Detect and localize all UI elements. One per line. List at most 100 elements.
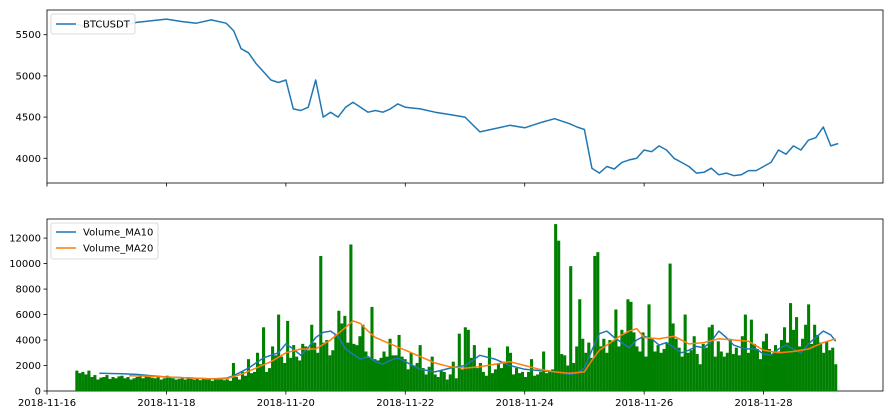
volume-bar bbox=[201, 378, 205, 391]
volume-bar bbox=[114, 378, 118, 391]
volume-x-axis: 2018-11-16 2018-11-18 2018-11-20 2018-11-22… bbox=[18, 391, 793, 409]
volume-bar bbox=[252, 371, 257, 391]
volume-bar bbox=[198, 380, 202, 391]
volume-bar bbox=[665, 342, 669, 391]
volume-bar bbox=[635, 346, 639, 391]
volume-bar bbox=[587, 342, 591, 391]
volume-bar bbox=[237, 379, 242, 391]
volume-bar bbox=[102, 376, 106, 391]
volume-bar bbox=[204, 379, 208, 391]
volume-bar bbox=[734, 347, 738, 391]
volume-bar bbox=[551, 369, 555, 391]
volume-bar bbox=[355, 345, 359, 391]
volume-bar bbox=[764, 333, 768, 391]
volume-bar bbox=[298, 360, 302, 391]
volume-y-tick-label: 4000 bbox=[16, 336, 41, 347]
volume-bar bbox=[75, 370, 79, 391]
volume-bar bbox=[795, 317, 799, 391]
volume-bar bbox=[572, 362, 576, 391]
volume-bar bbox=[514, 368, 519, 391]
volume-bar bbox=[144, 375, 148, 391]
volume-bar bbox=[569, 266, 573, 391]
volume-bar bbox=[496, 362, 500, 391]
volume-bar bbox=[773, 345, 778, 391]
volume-bar bbox=[644, 356, 648, 391]
volume-bar bbox=[722, 356, 726, 391]
volume-bar bbox=[804, 324, 808, 391]
volume-bar bbox=[271, 346, 275, 391]
volume-bar bbox=[668, 263, 672, 391]
volume-bar bbox=[243, 375, 248, 391]
volume-bar bbox=[240, 371, 245, 391]
volume-bar bbox=[728, 338, 732, 391]
volume-bar bbox=[755, 348, 759, 391]
volume-bar bbox=[692, 336, 696, 391]
volume-bar bbox=[189, 378, 193, 391]
volume-bar bbox=[554, 224, 558, 391]
volume-bar bbox=[430, 356, 434, 391]
volume-bar bbox=[177, 378, 181, 391]
volume-bar bbox=[159, 379, 163, 391]
volume-bar bbox=[436, 376, 440, 391]
volume-bar bbox=[686, 352, 690, 391]
volume-bar bbox=[707, 327, 711, 391]
volume-bar bbox=[677, 347, 681, 391]
volume-bar bbox=[117, 376, 121, 391]
volume-bar bbox=[792, 329, 796, 391]
volume-bar bbox=[129, 379, 133, 391]
volume-bar bbox=[156, 376, 160, 391]
volume-legend: Volume_MA10 Volume_MA20 bbox=[50, 222, 159, 260]
volume-bar bbox=[210, 380, 214, 391]
volume-bar bbox=[704, 347, 708, 391]
volume-bar bbox=[662, 348, 666, 391]
volume-bar bbox=[367, 357, 371, 391]
volume-bar bbox=[421, 368, 425, 391]
volume-bar bbox=[584, 352, 588, 391]
volume-bar bbox=[822, 352, 826, 391]
volume-bar bbox=[192, 379, 196, 391]
volume-bar bbox=[653, 351, 657, 391]
volume-bar bbox=[819, 342, 823, 391]
volume-bar bbox=[274, 355, 278, 391]
volume-bar bbox=[487, 347, 491, 391]
volume-bar bbox=[195, 378, 199, 391]
volume-bar bbox=[400, 356, 404, 391]
volume-bar bbox=[256, 352, 260, 391]
volume-bar bbox=[566, 365, 570, 391]
volume-bar bbox=[472, 345, 476, 391]
volume-bar bbox=[283, 362, 287, 391]
volume-bar bbox=[743, 314, 747, 391]
price-y-axis: 4000 4500 5000 5500 bbox=[16, 30, 47, 165]
volume-bar bbox=[469, 357, 473, 391]
volume-bar bbox=[527, 371, 531, 391]
volume-bar bbox=[608, 340, 612, 391]
volume-bar bbox=[328, 355, 332, 391]
volume-bar bbox=[533, 375, 537, 391]
volume-bar bbox=[517, 373, 522, 391]
volume-bar bbox=[310, 324, 314, 391]
volume-bar bbox=[394, 355, 398, 391]
volume-bar bbox=[611, 341, 615, 391]
volume-bar bbox=[415, 362, 419, 391]
price-legend-box bbox=[50, 13, 136, 35]
volume-bar bbox=[786, 342, 790, 391]
volume-bar bbox=[599, 346, 603, 391]
volume-legend-label: Volume_MA10 bbox=[83, 228, 153, 239]
volume-bar bbox=[801, 338, 805, 391]
volume-bar bbox=[249, 373, 254, 391]
volume-bar bbox=[96, 379, 100, 391]
volume-ma-line bbox=[129, 320, 836, 380]
volume-bar bbox=[731, 354, 735, 391]
volume-bar bbox=[632, 332, 636, 391]
volume-bar bbox=[680, 356, 684, 391]
volume-bar bbox=[725, 352, 729, 391]
volume-bar bbox=[448, 374, 452, 391]
volume-bar bbox=[265, 371, 269, 391]
volume-bar bbox=[557, 240, 561, 391]
volume-bar bbox=[316, 352, 320, 391]
volume-bar bbox=[111, 376, 115, 391]
volume-bar bbox=[521, 371, 525, 391]
price-series bbox=[76, 18, 839, 177]
